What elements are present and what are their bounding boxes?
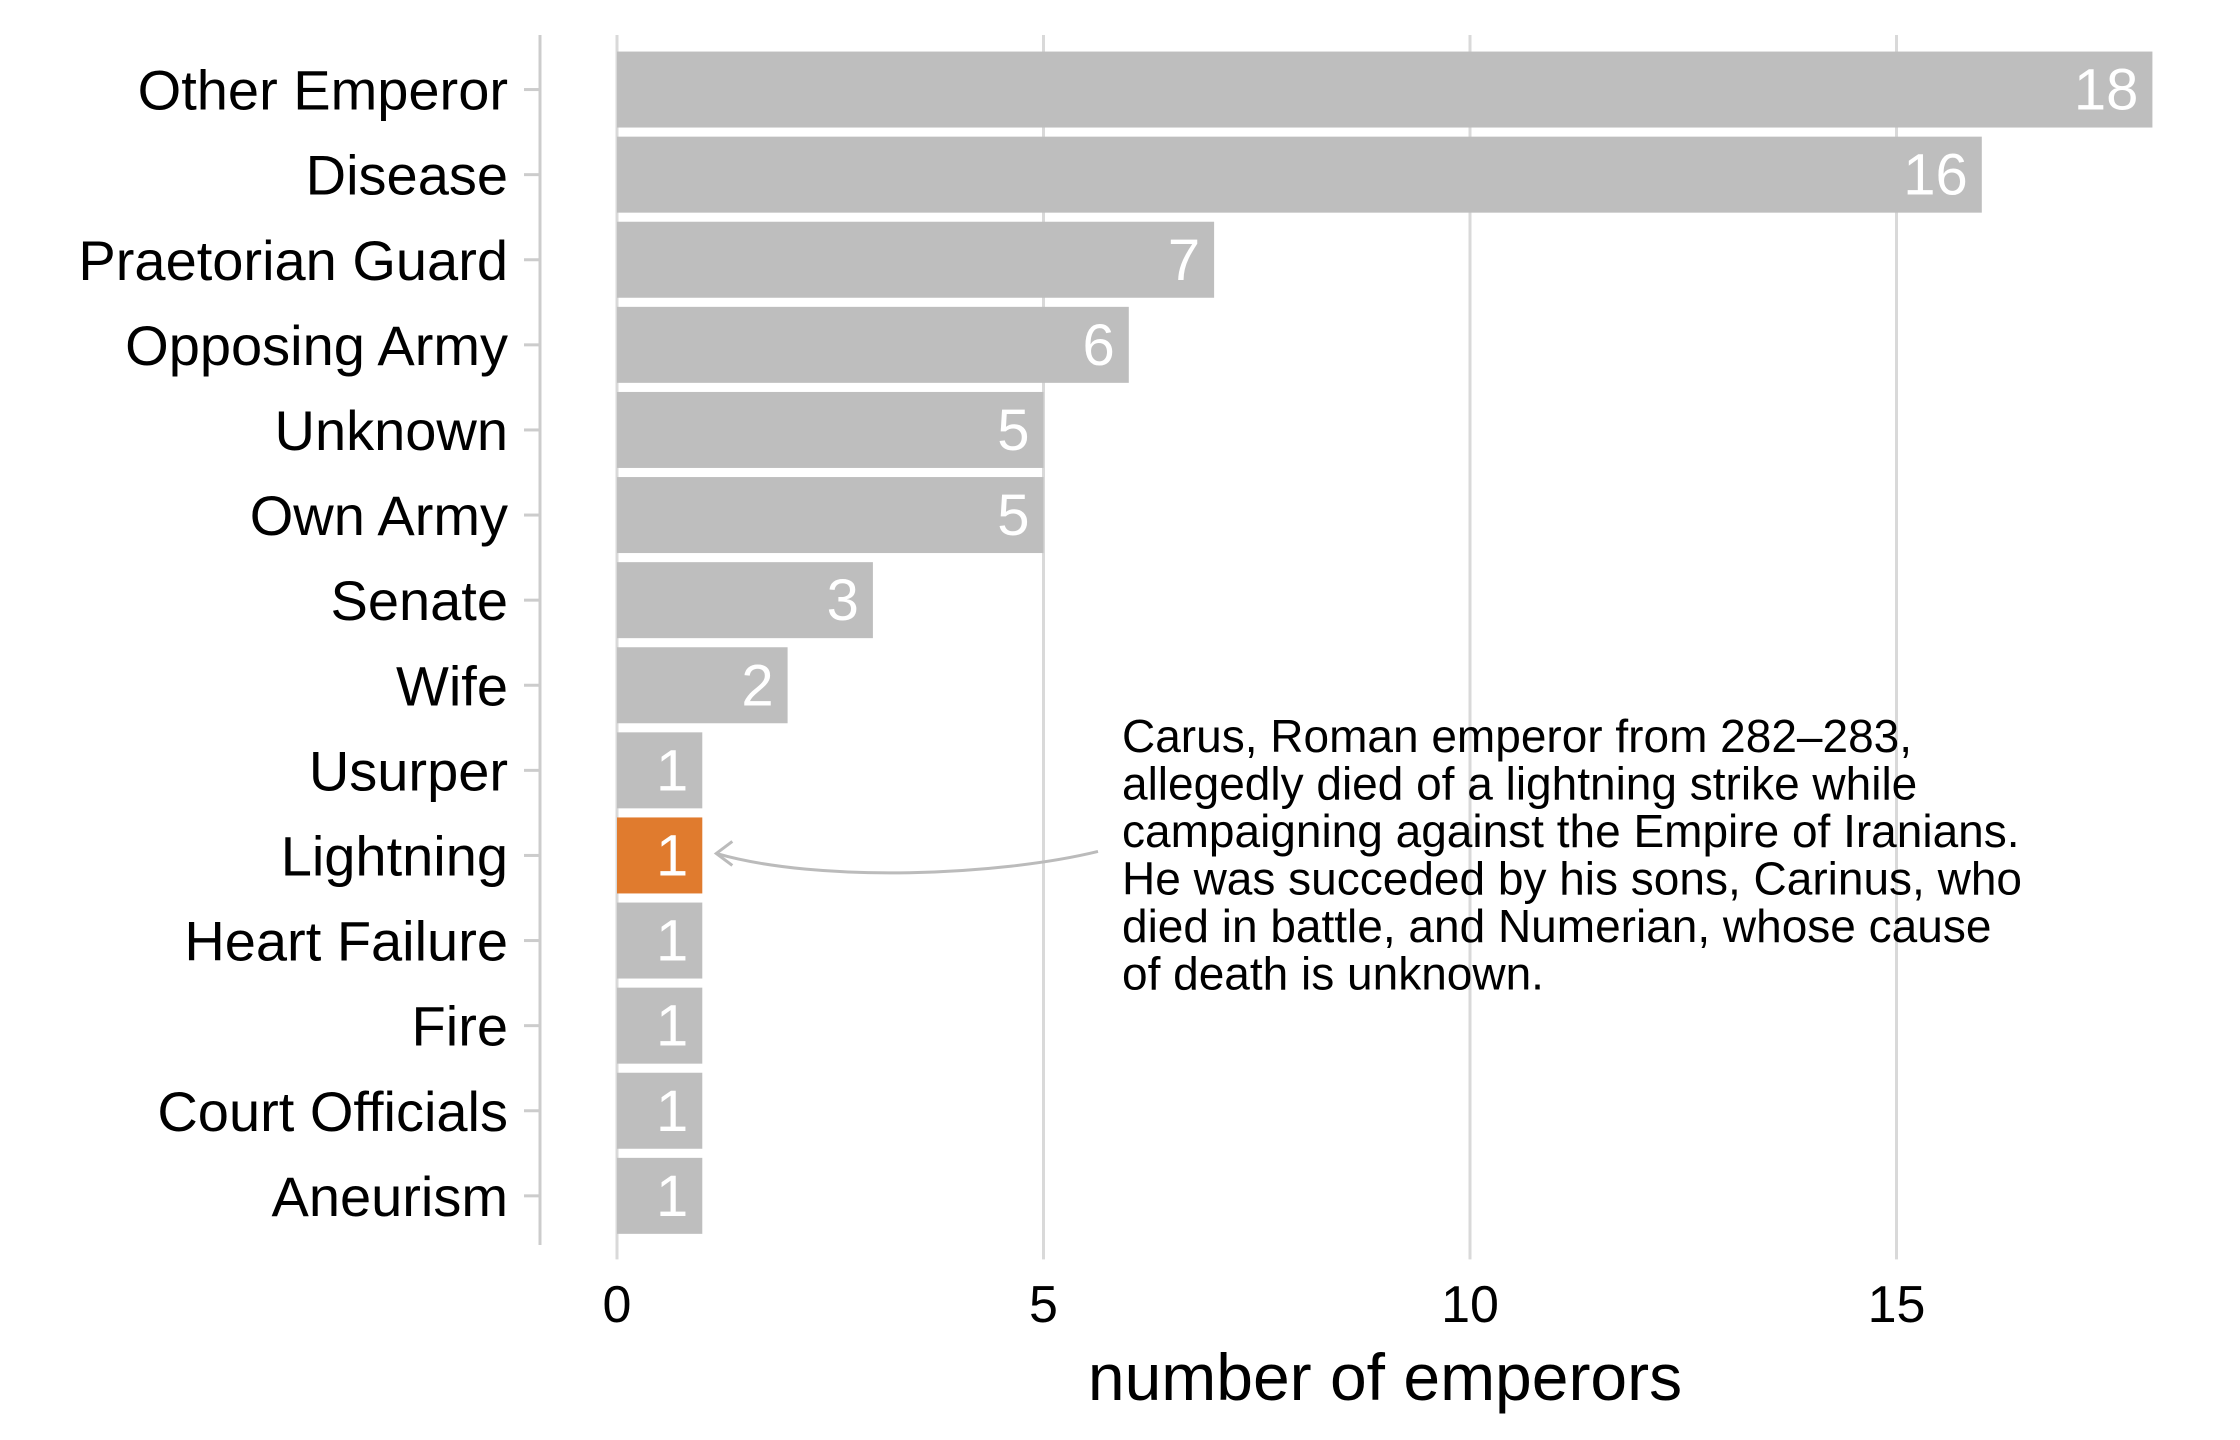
bar-value-disease: 16	[1903, 143, 1968, 208]
category-label-unknown: Unknown	[275, 399, 508, 462]
bar-court-officials	[617, 1072, 703, 1149]
bar-other-emperor	[617, 51, 2153, 128]
bar-value-lightning: 1	[656, 823, 688, 888]
annotation-line-0: Carus, Roman emperor from 282–283,	[1122, 710, 1912, 762]
bar-value-senate: 3	[827, 568, 859, 633]
bar-value-own-army: 5	[997, 483, 1029, 548]
annotation-arrowhead	[713, 840, 734, 867]
category-label-fire: Fire	[412, 995, 508, 1058]
bar-lightning	[617, 817, 703, 894]
annotation-line-5: of death is unknown.	[1122, 948, 1544, 1000]
bar-aneurism	[617, 1157, 703, 1234]
bar-value-usurper: 1	[656, 738, 688, 803]
annotation-line-4: died in battle, and Numerian, whose caus…	[1122, 900, 1991, 952]
x-tick-label-3: 15	[1868, 1276, 1926, 1334]
category-labels: Other Emperor Disease Praetorian Guard Oppo…	[78, 59, 540, 1228]
annotation-line-2: campaigning against the Empire of Irania…	[1122, 805, 2020, 857]
category-label-wife: Wife	[396, 654, 508, 717]
bar-value-heart-failure: 1	[656, 909, 688, 974]
bar-heart-failure	[617, 902, 703, 979]
bar-unknown	[617, 391, 1044, 468]
bar-value-fire: 1	[656, 994, 688, 1059]
category-label-court-officials: Court Officials	[157, 1080, 508, 1143]
x-axis-label: number of emperors	[1088, 1340, 1682, 1414]
annotation-text: Carus, Roman emperor from 282–283,allege…	[1122, 710, 2022, 1000]
bar-fire	[617, 987, 703, 1064]
bar-wife	[617, 647, 788, 724]
annotation-arrow	[715, 849, 1099, 875]
bar-praetorian-guard	[617, 221, 1215, 298]
category-label-own-army: Own Army	[250, 484, 508, 547]
bar-opposing-army	[617, 306, 1129, 383]
bar-senate	[617, 562, 873, 639]
bar-disease	[617, 136, 1982, 213]
annotation-line-3: He was succeded by his sons, Carinus, wh…	[1122, 853, 2022, 905]
bar-usurper	[617, 732, 703, 809]
x-tick-label-2: 10	[1441, 1276, 1499, 1334]
x-tick-labels: 0 5 10 15	[603, 1276, 1926, 1334]
category-label-praetorian-guard: Praetorian Guard	[78, 229, 508, 292]
category-label-lightning: Lightning	[281, 824, 508, 887]
category-label-other-emperor: Other Emperor	[138, 59, 508, 122]
bar-value-opposing-army: 6	[1083, 313, 1115, 378]
bar-value-other-emperor: 18	[2074, 58, 2139, 123]
category-label-disease: Disease	[306, 144, 508, 207]
category-label-senate: Senate	[331, 569, 509, 632]
category-label-aneurism: Aneurism	[271, 1165, 508, 1228]
x-tick-label-1: 5	[1029, 1276, 1058, 1334]
bar-value-wife: 2	[741, 653, 773, 718]
category-label-opposing-army: Opposing Army	[125, 314, 508, 377]
category-label-heart-failure: Heart Failure	[184, 910, 508, 973]
bar-value-unknown: 5	[997, 398, 1029, 463]
bar-value-aneurism: 1	[656, 1164, 688, 1229]
annotation: Carus, Roman emperor from 282–283,allege…	[713, 710, 2022, 1000]
bar-own-army	[617, 477, 1044, 554]
x-tick-label-0: 0	[603, 1276, 632, 1334]
grid-lines	[615, 35, 1898, 1260]
category-label-usurper: Usurper	[309, 739, 508, 802]
bar-value-court-officials: 1	[656, 1079, 688, 1144]
bar-value-praetorian-guard: 7	[1168, 228, 1200, 293]
annotation-line-1: allegedly died of a lightning strike whi…	[1122, 758, 1917, 810]
